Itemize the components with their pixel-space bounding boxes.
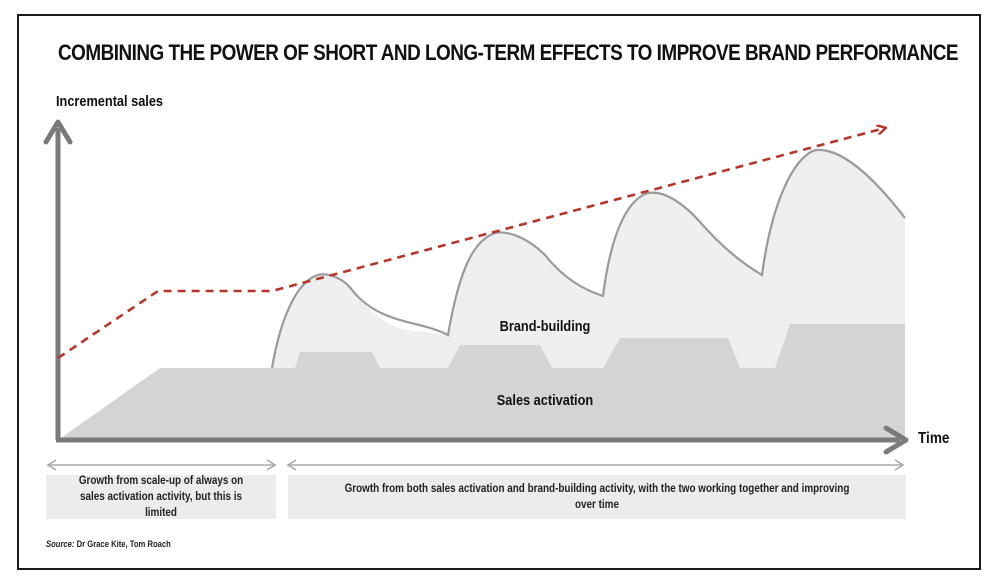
caption-right: Growth from both sales activation and br… (288, 475, 906, 519)
y-axis-arrowhead (43, 119, 73, 145)
y-axis-label: Incremental sales (56, 93, 164, 110)
range-arrow-right (286, 459, 905, 471)
trend-line (57, 128, 885, 360)
brand-building-area (272, 149, 905, 441)
source-prefix: Source: (46, 539, 75, 549)
x-axis-label: Time (918, 430, 950, 447)
brand-building-label: Brand-building (499, 318, 591, 335)
caption-left-text: Growth from scale-up of always on sales … (78, 475, 244, 519)
sales-activation-label: Sales activation (496, 392, 594, 409)
source-text: Dr Grace Kite, Tom Roach (76, 539, 171, 549)
caption-right-text: Growth from both sales activation and br… (344, 483, 850, 511)
caption-left: Growth from scale-up of always on sales … (46, 475, 276, 519)
x-axis-arrowhead (883, 425, 909, 455)
diagram-title: COMBINING THE POWER OF SHORT AND LONG-TE… (58, 40, 959, 65)
brand-building-curve (270, 148, 906, 369)
range-arrow-left (46, 459, 277, 471)
sales-activation-area (58, 324, 905, 440)
source-note: Source: Dr Grace Kite, Tom Roach (46, 539, 171, 549)
